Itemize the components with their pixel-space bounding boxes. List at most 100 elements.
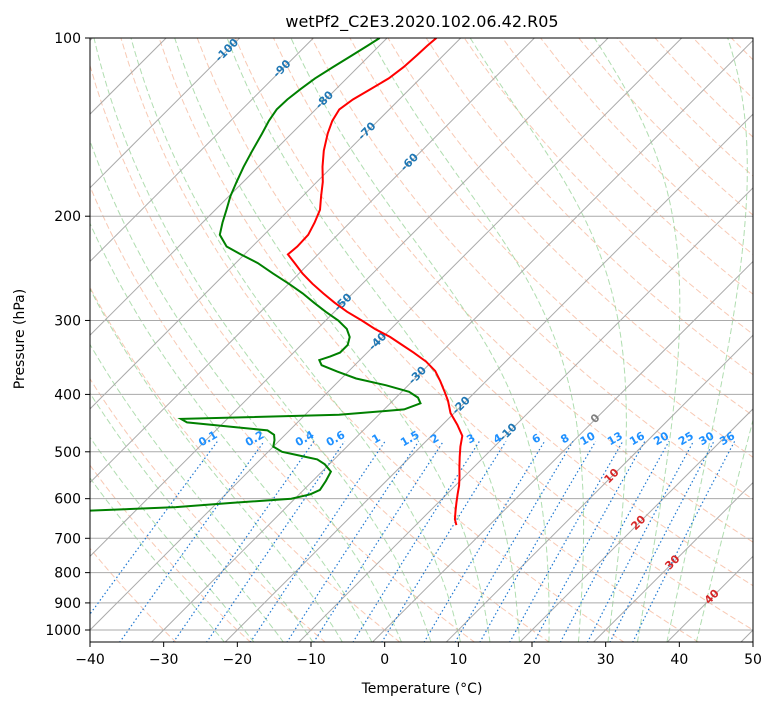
dry-adiabat bbox=[692, 38, 753, 100]
moist-adiabat bbox=[226, 38, 520, 642]
mixing-ratio-label: 0.2 bbox=[243, 428, 266, 449]
profile-lines bbox=[90, 38, 464, 526]
x-tick-label: 30 bbox=[597, 652, 615, 668]
isotherm bbox=[90, 38, 535, 484]
y-tick-label: 200 bbox=[54, 209, 81, 225]
isotherm bbox=[371, 260, 753, 642]
moist-adiabat bbox=[90, 477, 226, 642]
isotherm bbox=[519, 408, 753, 642]
mixing-ratio-label: 2 bbox=[428, 431, 441, 446]
x-tick-label: 20 bbox=[523, 652, 541, 668]
moist-adiabat bbox=[130, 38, 461, 642]
dry-adiabat bbox=[120, 38, 625, 642]
y-tick-label: 500 bbox=[54, 445, 81, 461]
mixing-ratio-label: 1 bbox=[370, 431, 383, 446]
isotherm-label: -80 bbox=[313, 88, 336, 111]
isotherm bbox=[90, 38, 609, 557]
mixing-ratio-label: 8 bbox=[558, 431, 571, 446]
dry-adiabat bbox=[90, 377, 326, 642]
isotherm bbox=[90, 38, 683, 631]
dry-adiabat bbox=[90, 547, 177, 642]
dry-adiabat bbox=[349, 38, 753, 458]
mixing-ratio-label: 16 bbox=[627, 429, 647, 448]
y-tick-label: 300 bbox=[54, 313, 81, 329]
mixing-ratio-line bbox=[206, 440, 346, 642]
dry-adiabat bbox=[502, 38, 753, 295]
mixing-ratio-label: 36 bbox=[717, 429, 737, 448]
dry-adiabat bbox=[387, 38, 753, 417]
y-axis-label: Pressure (hPa) bbox=[12, 289, 28, 389]
x-tick-label: 40 bbox=[670, 652, 688, 668]
mixing-ratio-line bbox=[90, 440, 218, 616]
mixing-ratio-line bbox=[479, 440, 597, 642]
moist-adiabat bbox=[369, 38, 585, 642]
moist-adiabat bbox=[93, 38, 432, 642]
y-tick-label: 600 bbox=[54, 492, 81, 508]
mixing-ratio-label: 25 bbox=[676, 429, 696, 448]
x-tick-label: −30 bbox=[149, 652, 179, 668]
mixing-ratio-label: 3 bbox=[464, 431, 477, 446]
mixing-ratio-line bbox=[586, 441, 695, 642]
moist-adiabat bbox=[469, 38, 627, 642]
mixing-ratio-line bbox=[286, 440, 420, 642]
mixing-ratio-line bbox=[559, 441, 670, 642]
mixing-ratio-line bbox=[352, 440, 480, 642]
isotherm bbox=[90, 38, 241, 189]
x-tick-label: −40 bbox=[75, 652, 105, 668]
x-tick-label: 50 bbox=[744, 652, 762, 668]
dry-adiabat bbox=[540, 38, 753, 256]
dry-adiabat bbox=[425, 38, 753, 376]
dry-adiabat bbox=[90, 464, 252, 642]
mixing-ratio-line bbox=[313, 440, 444, 642]
mixing-ratio-line bbox=[119, 440, 265, 642]
isotherm bbox=[298, 187, 753, 642]
dry-adiabat bbox=[90, 185, 476, 642]
y-tick-label: 700 bbox=[54, 531, 81, 547]
moist-adiabat bbox=[666, 38, 748, 642]
mixing-ratio-line bbox=[533, 441, 646, 642]
mixing-ratio-line bbox=[381, 440, 507, 642]
mixing-ratio-label: 1.5 bbox=[398, 428, 421, 449]
y-tick-label: 100 bbox=[54, 31, 81, 47]
dry-adiabat bbox=[616, 38, 753, 177]
x-tick-label: −20 bbox=[223, 652, 253, 668]
x-tick-label: 10 bbox=[449, 652, 467, 668]
dry-adiabat bbox=[234, 38, 753, 587]
dry-adiabat bbox=[90, 63, 550, 642]
isotherm bbox=[150, 39, 753, 642]
y-tick-label: 400 bbox=[54, 387, 81, 403]
isotherm bbox=[445, 334, 753, 642]
mixing-ratio-label: 30 bbox=[697, 429, 717, 448]
mixing-ratio-line bbox=[632, 441, 736, 642]
y-tick-label: 900 bbox=[54, 596, 81, 612]
x-tick-label: 0 bbox=[380, 652, 389, 668]
moist-adiabat bbox=[290, 38, 550, 642]
mixing-ratio-line bbox=[172, 440, 315, 642]
x-tick-label: −10 bbox=[296, 652, 326, 668]
mixing-ratio-label: 0.6 bbox=[324, 428, 348, 449]
moist-adiabat bbox=[90, 436, 255, 642]
dewpoint-line bbox=[90, 38, 422, 512]
moist-adiabat bbox=[593, 38, 681, 642]
mixing-ratio-line bbox=[509, 440, 624, 642]
plot-frame bbox=[89, 37, 754, 643]
y-tick-label: 800 bbox=[54, 566, 81, 582]
dry-adiabat bbox=[654, 38, 753, 138]
moist-adiabat bbox=[90, 392, 284, 642]
dry-adiabat bbox=[463, 38, 753, 335]
mixing-ratio-label: 13 bbox=[605, 429, 625, 448]
mixing-ratio-label: 10 bbox=[578, 429, 598, 448]
mixing-ratio-line bbox=[423, 440, 546, 642]
isotherm bbox=[224, 113, 753, 642]
mixing-ratio-line bbox=[249, 440, 386, 642]
y-tick-label: 1000 bbox=[45, 623, 81, 639]
dry-adiabat bbox=[770, 38, 775, 643]
isotherm bbox=[90, 38, 314, 263]
x-axis-label: Temperature (°C) bbox=[361, 681, 483, 697]
dry-adiabat bbox=[90, 286, 401, 642]
mixing-ratio-label: 20 bbox=[651, 429, 671, 448]
isotherm bbox=[90, 38, 462, 410]
axis-ticks: −40 −30 −20 −10 0 10 20 30 40 50 100 200 300 400 500 60… bbox=[45, 31, 762, 668]
background-lines bbox=[90, 38, 775, 643]
